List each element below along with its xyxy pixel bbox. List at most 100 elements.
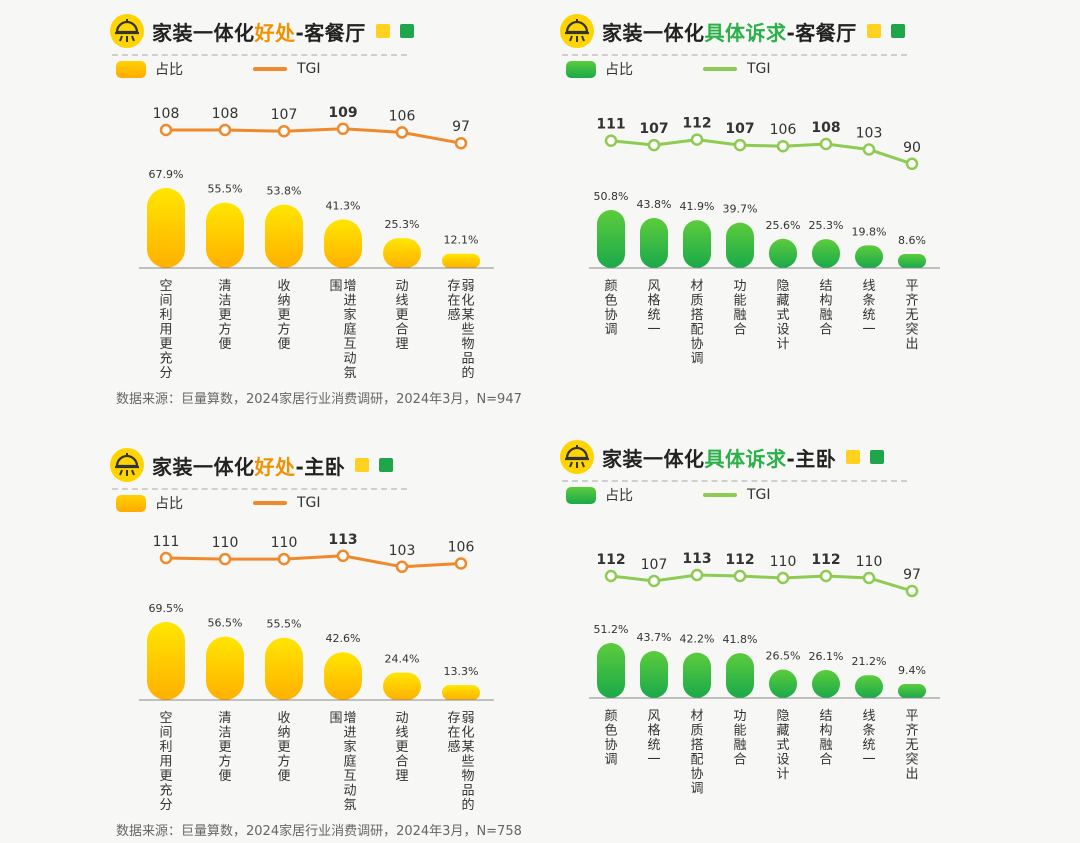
- bar: [640, 217, 668, 268]
- tgi-line: [610, 573, 913, 593]
- legend-bar-label: 占比: [605, 62, 633, 78]
- bar: [265, 637, 303, 700]
- legend-bar-label: 占比: [155, 496, 183, 512]
- tgi-point: [395, 126, 409, 139]
- tgi-point: [905, 157, 919, 171]
- tgi-value-label: 106: [448, 540, 475, 556]
- yellow-square-icon: [866, 24, 881, 38]
- tgi-value-label: 97: [903, 567, 921, 583]
- bar: [597, 643, 625, 698]
- category-label: 增进家庭互动氛: [343, 711, 356, 813]
- bar-value-label: 41.3%: [326, 199, 361, 212]
- category-label: 功能融合: [733, 709, 746, 768]
- bar-value-label: 55.5%: [208, 183, 243, 196]
- lightbulb-icon: [560, 14, 594, 48]
- legend-line-label: TGI: [747, 61, 771, 77]
- tgi-value-label: 107: [725, 121, 754, 137]
- bar-value-label: 25.3%: [385, 218, 420, 231]
- tgi-point: [159, 551, 173, 565]
- bar: [442, 253, 480, 268]
- tgi-point: [647, 138, 661, 152]
- panel-benefits-living-room: 家装一体化好处-客餐厅 占比 TGI 67.9% 55.5% 53.8% 41.3% 2…: [110, 8, 610, 418]
- bar: [855, 675, 883, 698]
- tgi-point: [277, 552, 291, 566]
- bar-value-label: 43.7%: [637, 631, 672, 644]
- legend-line-swatch: [253, 67, 287, 71]
- panel-title-row: 家装一体化好处-主卧: [110, 446, 394, 484]
- bar-value-label: 56.5%: [208, 617, 243, 630]
- tgi-point: [690, 133, 704, 146]
- tgi-value-label: 112: [682, 116, 711, 132]
- category-label: 平齐无突出: [905, 279, 918, 352]
- category-label: 动线更合理: [395, 279, 408, 352]
- chart-needs-living-room: 50.8% 43.8% 41.9% 39.7% 25.6% 25.3% 19.8% 8.6% 1…: [589, 116, 940, 367]
- legend: 占比 TGI: [566, 58, 771, 80]
- chart-needs-master-bedroom: 51.2% 43.7% 42.2% 41.8% 26.5% 26.1% 21.2% 9.4% 1…: [589, 551, 940, 797]
- tgi-value-label: 106: [770, 122, 797, 138]
- legend-line-label: TGI: [297, 495, 321, 511]
- bar-value-label: 8.6%: [898, 234, 926, 247]
- bar: [206, 636, 244, 700]
- category-label: 空间利用更充分: [159, 711, 172, 813]
- bar: [206, 202, 244, 268]
- bar-value-label: 39.7%: [723, 203, 758, 216]
- bar-value-label: 42.6%: [326, 632, 361, 645]
- yellow-square-icon: [355, 458, 370, 472]
- tgi-line: [165, 554, 462, 569]
- bar: [855, 245, 883, 268]
- bar: [898, 254, 926, 268]
- bar-value-label: 19.8%: [852, 225, 887, 238]
- panel-benefits-master-bedroom: 家装一体化好处-主卧 占比 TGI 69.5% 56.5% 55.5% 42.6% 24…: [110, 442, 610, 842]
- category-label: 隐藏式设计: [776, 279, 789, 352]
- bar-value-label: 25.6%: [766, 219, 801, 232]
- tgi-value-label: 107: [639, 121, 668, 137]
- bar-value-label: 50.8%: [594, 190, 629, 203]
- category-label: 弱化某些物品的: [461, 711, 474, 813]
- bar: [726, 653, 754, 698]
- divider: [112, 54, 407, 56]
- legend-bar-label: 占比: [155, 62, 183, 78]
- category-label: 存在感: [447, 711, 460, 755]
- tgi-value-label: 110: [271, 535, 298, 551]
- bar-value-label: 69.5%: [149, 602, 184, 615]
- category-label: 结构融合: [819, 279, 832, 338]
- bar: [769, 669, 797, 698]
- category-label: 收纳更方便: [277, 279, 290, 352]
- panel-needs-living-room: 家装一体化具体诉求-客餐厅 占比 TGI 50.8% 43.8% 41.9% 39.7…: [560, 8, 1060, 418]
- legend: 占比 TGI: [566, 484, 771, 506]
- bar-value-label: 41.8%: [723, 633, 758, 646]
- category-label: 平齐无突出: [905, 709, 918, 782]
- tgi-point: [218, 552, 232, 566]
- category-label: 材质搭配协调: [690, 709, 703, 797]
- tgi-point: [454, 557, 468, 570]
- bar-value-label: 43.8%: [637, 198, 672, 211]
- tgi-value-label: 108: [811, 120, 840, 136]
- yellow-square-icon: [375, 24, 390, 38]
- tgi-point: [218, 123, 232, 137]
- tgi-value-label: 112: [811, 552, 840, 568]
- tgi-line: [610, 138, 913, 166]
- bar: [683, 220, 711, 268]
- tgi-value-label: 110: [856, 554, 883, 570]
- bar: [324, 219, 362, 268]
- tgi-value-label: 103: [389, 543, 416, 559]
- tgi-point: [862, 571, 876, 585]
- category-label: 动线更合理: [395, 711, 408, 784]
- panel-title: 家装一体化好处-主卧: [152, 454, 346, 479]
- bar: [147, 622, 185, 700]
- data-source: 数据来源：巨量算数，2024家居行业消费调研，2024年3月，N=758: [116, 824, 522, 839]
- legend-line-swatch: [703, 493, 737, 497]
- tgi-value-label: 90: [903, 140, 921, 156]
- tgi-value-label: 109: [328, 105, 357, 121]
- tgi-point: [647, 574, 661, 588]
- bar: [898, 684, 926, 698]
- bar-value-label: 67.9%: [149, 168, 184, 181]
- bar-value-label: 24.4%: [385, 653, 420, 666]
- bar: [147, 188, 185, 268]
- bar-value-label: 13.3%: [444, 665, 479, 678]
- panel-title: 家装一体化好处-客餐厅: [152, 20, 366, 45]
- category-label: 风格统一: [647, 279, 660, 338]
- bar-value-label: 42.2%: [680, 633, 715, 646]
- bar-value-label: 26.1%: [809, 650, 844, 663]
- category-label: 清洁更方便: [218, 711, 231, 784]
